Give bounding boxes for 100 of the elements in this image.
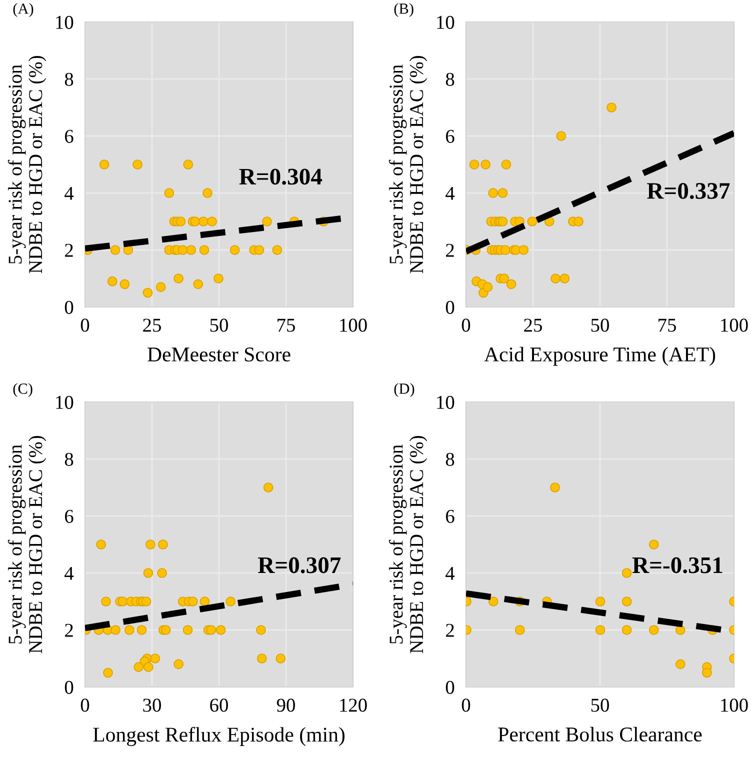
point (498, 216, 508, 226)
y-tick-label: 0 (64, 680, 74, 694)
y-tick-label: 10 (437, 396, 454, 409)
y-axis-title: 5-year risk of progression NDBE to HGD or EAC (%) (388, 436, 428, 654)
point (226, 596, 236, 606)
x-tick-label: 50 (210, 318, 228, 332)
y-tick-label: 6 (65, 130, 74, 143)
point (499, 274, 509, 284)
point (498, 188, 508, 198)
point (214, 274, 224, 284)
point (178, 245, 188, 255)
point (702, 668, 712, 678)
x-tick-label: 100 (721, 318, 748, 332)
point (96, 540, 106, 550)
x-tick-label: 120 (340, 698, 367, 712)
point (488, 188, 498, 198)
point (186, 245, 196, 255)
x-tick-label: 60 (210, 698, 228, 712)
y-tick-label: 2 (65, 624, 73, 637)
point (518, 245, 529, 255)
point (142, 288, 153, 298)
x-axis-title: Acid Exposure Time (AET) (484, 346, 716, 366)
x-tick-label: 30 (143, 698, 161, 712)
point (480, 160, 490, 170)
x-tick-label: 0 (80, 318, 90, 332)
chart-title: (A) (13, 3, 34, 17)
x-tick-label: 90 (276, 698, 295, 712)
y-tick-label: 8 (64, 72, 74, 86)
x-tick-label: 0 (80, 698, 90, 712)
point (188, 596, 198, 606)
y-tick-label: 10 (437, 16, 454, 29)
point (160, 625, 171, 635)
point (202, 188, 212, 198)
y-tick-label: 4 (446, 566, 455, 580)
y-tick-label: 2 (446, 244, 454, 257)
point (190, 216, 200, 226)
point (183, 160, 194, 170)
point (156, 282, 166, 292)
point (514, 625, 525, 635)
point (176, 216, 186, 226)
y-tick-label: 2 (446, 624, 454, 637)
point (99, 160, 110, 170)
point (675, 659, 686, 670)
point (110, 245, 120, 255)
point (500, 245, 510, 255)
point (469, 160, 480, 170)
point (622, 625, 632, 635)
x-tick-label: 0 (462, 318, 470, 332)
point (124, 625, 134, 635)
y-tick-label: 6 (446, 510, 454, 523)
x-axis-title: DeMeester Score (148, 348, 290, 362)
point (193, 279, 204, 290)
point (216, 625, 226, 635)
y-tick-label: 8 (446, 452, 454, 466)
x-axis-title: Percent Bolus Clearance (498, 726, 702, 742)
point (606, 102, 616, 112)
y-tick-label: 10 (56, 396, 74, 409)
point (101, 596, 111, 606)
point (276, 654, 286, 664)
point (488, 596, 498, 606)
point (595, 625, 606, 635)
point (482, 282, 493, 292)
point (506, 279, 516, 290)
y-tick-label: 6 (65, 510, 74, 523)
point (146, 540, 156, 550)
point (136, 625, 147, 635)
point (199, 245, 210, 255)
point (150, 654, 160, 664)
point (110, 625, 121, 635)
point (206, 625, 216, 635)
x-tick-label: 50 (591, 698, 609, 712)
point (143, 568, 154, 578)
y-tick-label: 4 (64, 566, 74, 580)
point (157, 568, 167, 578)
y-tick-label: 0 (446, 680, 454, 694)
point (141, 596, 152, 606)
x-tick-label: 75 (278, 318, 295, 332)
annotation: R=-0.351 (632, 557, 722, 574)
x-tick-label: 25 (143, 318, 161, 332)
point (230, 245, 240, 255)
point (174, 659, 184, 670)
y-tick-label: 2 (65, 244, 73, 257)
y-axis-title: 5-year risk of progression NDBE to HGD or EAC (%) (388, 56, 428, 274)
point (200, 596, 210, 606)
y-tick-label: 8 (64, 452, 74, 466)
x-axis-title: Longest Reflux Episode (min) (93, 726, 345, 746)
point (144, 662, 154, 672)
point (550, 482, 560, 492)
point (134, 662, 144, 672)
point (120, 279, 130, 290)
y-tick-label: 8 (446, 72, 454, 86)
point (595, 596, 606, 606)
point (118, 596, 128, 606)
x-tick-label: 75 (658, 318, 676, 332)
point (550, 274, 560, 284)
chart-title: (C) (13, 383, 32, 397)
point (272, 245, 282, 255)
point (164, 188, 174, 198)
x-tick-label: 100 (340, 318, 367, 332)
point (263, 482, 274, 492)
